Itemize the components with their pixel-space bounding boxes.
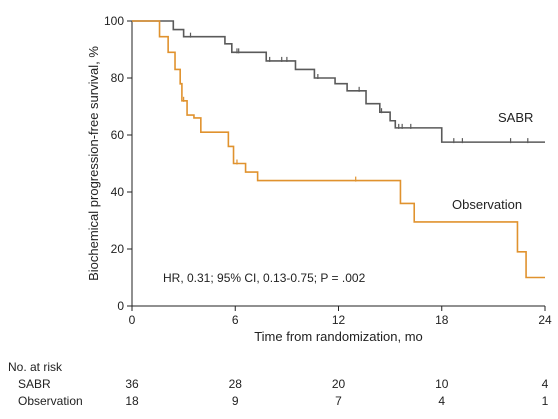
- risk-values: 36 28 20 10 4 18 9 7 4 1: [125, 377, 548, 408]
- risk-count: 18: [125, 394, 139, 408]
- series-layer: [132, 20, 545, 279]
- risk-count: 10: [435, 377, 449, 391]
- km-curve-observation: [132, 20, 545, 279]
- risk-count: 1: [542, 394, 549, 408]
- x-tick-label: 0: [129, 313, 136, 327]
- km-curve-sabr: [132, 20, 545, 143]
- x-ticks: 0 6 12 18 24: [129, 306, 552, 327]
- y-tick-label: 40: [111, 185, 125, 199]
- x-axis-title: Time from randomization, mo: [254, 329, 423, 344]
- risk-count: 7: [335, 394, 342, 408]
- y-axis-title: Biochemical progression-free survival, %: [86, 46, 101, 281]
- y-tick-label: 100: [104, 14, 124, 28]
- series-label-sabr: SABR: [498, 110, 533, 125]
- risk-count: 9: [232, 394, 239, 408]
- axes: [131, 21, 545, 307]
- x-tick-label: 18: [435, 313, 449, 327]
- series-label-observation: Observation: [452, 197, 522, 212]
- risk-count: 4: [438, 394, 445, 408]
- risk-table-header: No. at risk: [8, 360, 63, 374]
- y-tick-label: 20: [111, 242, 125, 256]
- risk-row-label-sabr: SABR: [18, 377, 51, 391]
- risk-row-label-observation: Observation: [18, 394, 83, 408]
- risk-table: No. at risk SABR Observation 36 28 20 10 4 18…: [8, 360, 549, 408]
- y-ticks: 0 20 40 60 80 100: [104, 14, 132, 313]
- y-tick-label: 0: [117, 299, 124, 313]
- y-tick-label: 60: [111, 128, 125, 142]
- y-tick-label: 80: [111, 71, 125, 85]
- x-tick-label: 6: [232, 313, 239, 327]
- x-tick-label: 24: [538, 313, 552, 327]
- risk-count: 4: [542, 377, 549, 391]
- risk-count: 28: [229, 377, 243, 391]
- hazard-ratio-annotation: HR, 0.31; 95% CI, 0.13-0.75; P = .002: [163, 271, 366, 285]
- risk-count: 20: [332, 377, 346, 391]
- x-tick-label: 12: [332, 313, 346, 327]
- risk-count: 36: [125, 377, 139, 391]
